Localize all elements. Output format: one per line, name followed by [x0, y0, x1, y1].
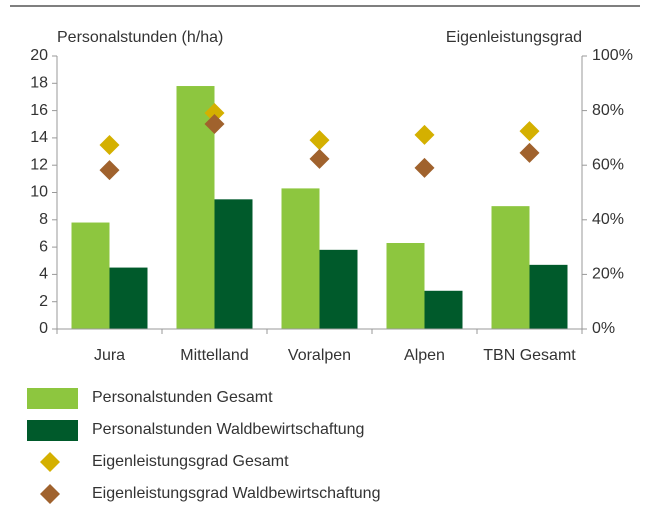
- y2-tick-label: 40%: [592, 211, 624, 228]
- x-tick-label: Jura: [94, 347, 125, 364]
- diamond-marker: [99, 134, 120, 155]
- legend-swatch: [27, 388, 78, 409]
- bar: [386, 243, 425, 329]
- bar: [529, 264, 568, 329]
- y-tick-label: 2: [39, 293, 48, 310]
- y2-axis-label: Eigenleistungsgrad: [446, 29, 582, 46]
- bar: [109, 267, 148, 329]
- y-tick-label: 6: [39, 238, 48, 255]
- bar: [424, 290, 463, 329]
- x-tick-label: Mittelland: [180, 347, 248, 364]
- bar: [214, 199, 253, 329]
- x-tick-label: TBN Gesamt: [483, 347, 576, 364]
- y-tick-label: 20: [30, 47, 48, 64]
- bar: [71, 222, 110, 329]
- y2-tick-label: 20%: [592, 266, 624, 283]
- y-tick-label: 4: [39, 266, 48, 283]
- legend-swatch: [40, 484, 60, 504]
- y-tick-label: 0: [39, 320, 48, 337]
- bar: [491, 206, 530, 329]
- y-axis-label: Personalstunden (h/ha): [57, 29, 223, 46]
- legend-label: Personalstunden Waldbewirtschaftung: [92, 421, 364, 438]
- legend-swatch: [40, 452, 60, 472]
- y2-tick-label: 80%: [592, 102, 624, 119]
- diamond-marker: [309, 130, 330, 151]
- legend-swatch: [27, 420, 78, 441]
- y-tick-label: 16: [30, 102, 48, 119]
- y-tick-label: 10: [30, 184, 48, 201]
- bar: [281, 188, 320, 329]
- legend-label: Personalstunden Gesamt: [92, 389, 273, 406]
- y-tick-label: 18: [30, 75, 48, 92]
- x-tick-label: Alpen: [404, 347, 445, 364]
- y-tick-label: 14: [30, 129, 48, 146]
- y2-tick-label: 0%: [592, 320, 615, 337]
- diamond-marker: [99, 160, 120, 181]
- bar: [319, 249, 358, 329]
- y-tick-label: 8: [39, 211, 48, 228]
- diamond-marker: [519, 142, 540, 163]
- diamond-marker: [204, 113, 225, 134]
- y2-tick-label: 100%: [592, 47, 633, 64]
- diamond-marker: [204, 103, 225, 124]
- diamond-marker: [414, 157, 435, 178]
- diamond-marker: [519, 121, 540, 142]
- legend-label: Eigenleistungsgrad Gesamt: [92, 453, 289, 470]
- x-tick-label: Voralpen: [288, 347, 351, 364]
- legend-label: Eigenleistungsgrad Waldbewirtschaftung: [92, 485, 380, 502]
- diamond-marker: [309, 148, 330, 169]
- y-tick-label: 12: [30, 156, 48, 173]
- y2-tick-label: 60%: [592, 156, 624, 173]
- diamond-marker: [414, 124, 435, 145]
